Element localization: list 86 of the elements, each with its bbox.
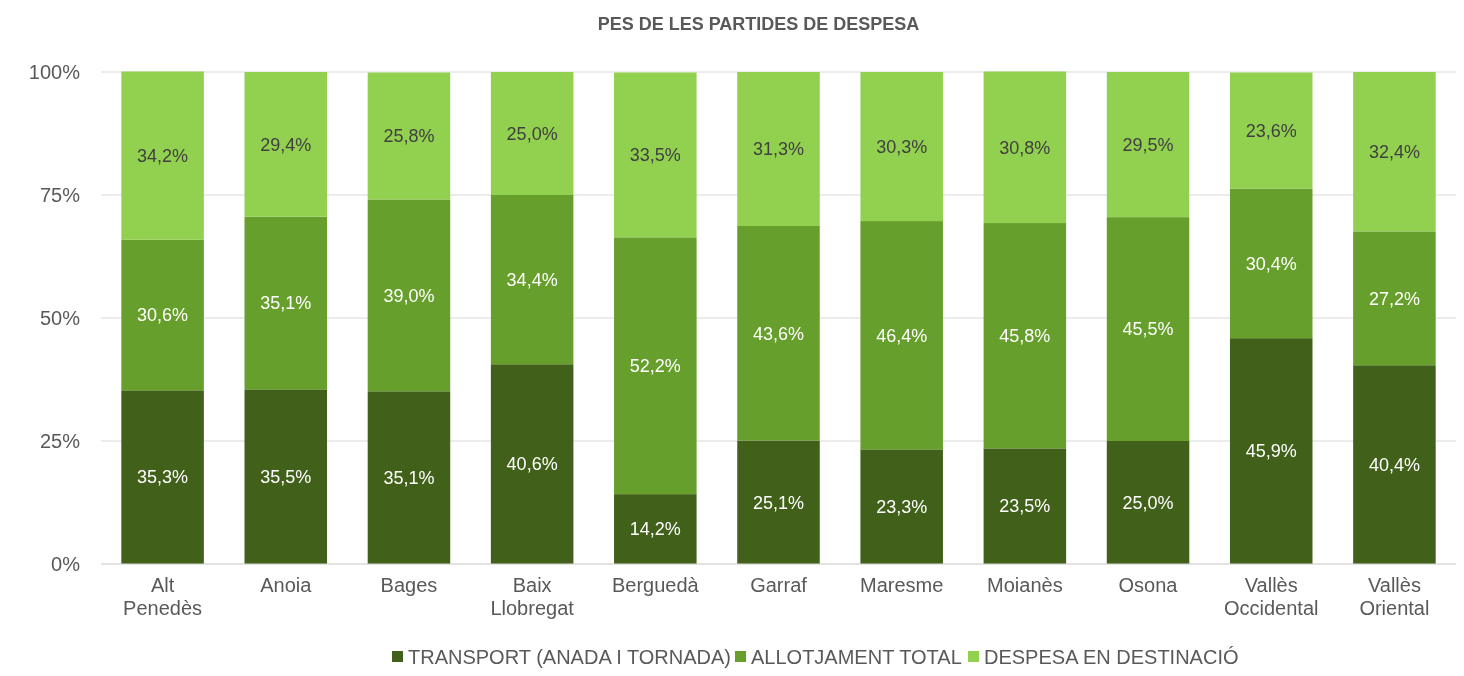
- data-label: 31,3%: [752, 139, 805, 160]
- x-tick-label: Baix Llobregat: [490, 574, 575, 619]
- bar: [1353, 72, 1436, 232]
- bar: [983, 448, 1067, 564]
- bar: [1229, 72, 1313, 189]
- bar: [614, 494, 697, 564]
- data-label: 40,4%: [1368, 454, 1420, 475]
- bar: [1106, 441, 1190, 564]
- data-label: 45,9%: [1245, 441, 1297, 462]
- bar: [1106, 72, 1190, 218]
- bar: [737, 72, 820, 226]
- data-label: 35,1%: [383, 467, 435, 488]
- data-label: 23,3%: [876, 496, 928, 517]
- data-label: 14,2%: [629, 519, 681, 540]
- bar: [1353, 231, 1436, 366]
- y-tick-label: 50%: [39, 307, 81, 329]
- data-label: 39,0%: [383, 285, 435, 306]
- data-label: 30,6%: [137, 305, 189, 326]
- data-label: 52,2%: [629, 356, 681, 377]
- bar: [367, 72, 451, 200]
- data-label: 35,5%: [260, 466, 312, 487]
- bar: [244, 72, 328, 217]
- data-label: 30,4%: [1245, 253, 1297, 274]
- bar: [121, 390, 204, 564]
- bar: [983, 223, 1067, 449]
- bar: [244, 216, 328, 390]
- legend-label: ALLOTJAMENT TOTAL: [751, 646, 962, 668]
- data-label: 29,5%: [1122, 134, 1174, 155]
- data-label: 23,5%: [999, 496, 1051, 517]
- bar: [983, 71, 1067, 224]
- x-tick-label: Berguedà: [611, 574, 700, 596]
- data-label: 32,4%: [1368, 142, 1420, 162]
- bar: [1353, 365, 1436, 564]
- bar: [860, 221, 943, 450]
- y-tick-label: 25%: [39, 430, 81, 452]
- x-tick-label: Moianès: [987, 574, 1063, 596]
- y-tick-label: 75%: [39, 184, 81, 206]
- data-label: 23,6%: [1245, 120, 1297, 141]
- x-tick-label: Bages: [380, 574, 438, 596]
- x-tick-label: Vallès Oriental: [1359, 574, 1430, 619]
- bar: [1229, 188, 1313, 339]
- bar: [367, 391, 451, 564]
- data-label: 29,4%: [260, 134, 312, 155]
- legend-label: DESPESA EN DESTINACIÓ: [984, 646, 1239, 668]
- data-label: 25,1%: [752, 492, 805, 513]
- data-label: 35,3%: [137, 467, 189, 488]
- legend-label: TRANSPORT (ANADA I TORNADA): [408, 646, 732, 668]
- y-tick-label: 0%: [51, 553, 81, 575]
- data-label: 25,0%: [1122, 492, 1174, 513]
- bar: [737, 226, 820, 441]
- x-tick-label: Osona: [1118, 574, 1179, 596]
- x-tick-label: Vallès Occidental: [1223, 574, 1319, 619]
- data-label: 30,8%: [999, 137, 1051, 158]
- bar: [244, 389, 328, 564]
- x-tick-label: Alt Penedès: [123, 574, 203, 619]
- data-label: 25,0%: [506, 123, 558, 144]
- data-label: 34,4%: [506, 269, 558, 290]
- x-tick-label: Maresme: [860, 574, 944, 596]
- chart-title: PES DE LES PARTIDES DE DESPESA: [597, 14, 920, 34]
- bar: [121, 71, 204, 240]
- data-label: 46,4%: [876, 325, 928, 346]
- data-label: 30,3%: [876, 136, 928, 157]
- data-label: 25,8%: [383, 126, 435, 147]
- bar: [490, 195, 574, 365]
- data-label: 34,2%: [137, 145, 189, 166]
- x-tick-label: Anoia: [260, 574, 313, 596]
- data-label: 40,6%: [506, 454, 558, 475]
- data-label: 43,6%: [752, 323, 805, 344]
- data-label: 33,5%: [629, 145, 681, 166]
- bar: [1106, 217, 1190, 441]
- data-label: 45,5%: [1122, 319, 1174, 340]
- bar: [490, 72, 574, 195]
- bar: [367, 199, 451, 392]
- data-label: 45,8%: [999, 326, 1051, 347]
- bar: [1229, 338, 1313, 564]
- data-label: 27,2%: [1368, 288, 1420, 309]
- data-label: 35,1%: [260, 293, 312, 314]
- y-tick-label: 100%: [28, 61, 81, 83]
- bar: [614, 72, 697, 238]
- bar: [614, 237, 697, 495]
- x-tick-label: Garraf: [750, 574, 808, 596]
- bar: [490, 364, 574, 564]
- bar: [860, 449, 943, 564]
- bar: [121, 239, 204, 391]
- bar: [860, 72, 943, 222]
- bar: [737, 440, 820, 564]
